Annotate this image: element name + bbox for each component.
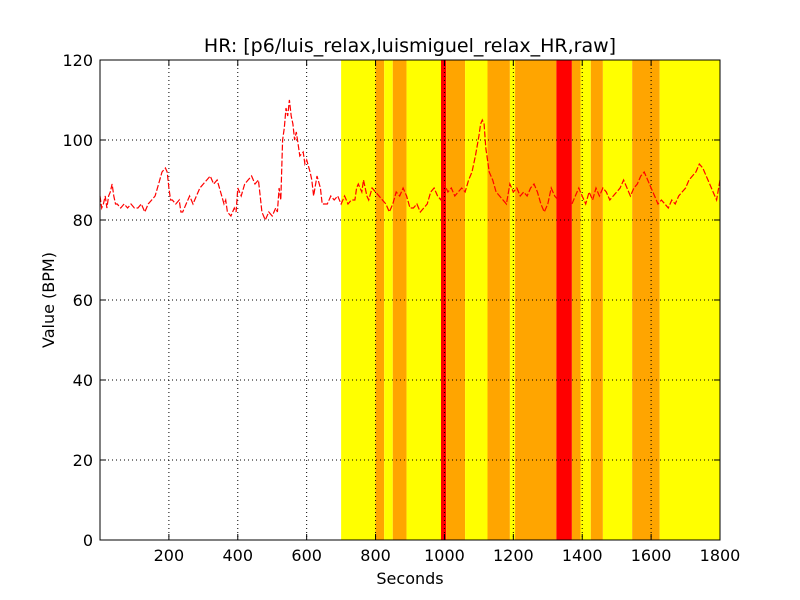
state-band-3 bbox=[392, 60, 407, 540]
axis-ticks: 200 400 600 800 1000 1200 1400 1600 1800 0 20 40 60 8… bbox=[62, 51, 740, 565]
state-band-5 bbox=[441, 60, 447, 540]
y-tick-label-4: 80 bbox=[73, 211, 93, 230]
x-tick-label-3: 800 bbox=[360, 546, 391, 565]
y-tick-label-1: 20 bbox=[73, 451, 93, 470]
state-band-4 bbox=[406, 60, 441, 540]
y-tick-label-3: 60 bbox=[73, 291, 93, 310]
series-line-0 bbox=[99, 99, 721, 222]
y-tick-label-0: 0 bbox=[83, 531, 93, 550]
grid bbox=[100, 60, 720, 540]
x-tick-label-5: 1200 bbox=[493, 546, 534, 565]
state-band-8 bbox=[487, 60, 510, 540]
x-axis-label: Seconds bbox=[376, 569, 443, 588]
y-tick-label-2: 40 bbox=[73, 371, 93, 390]
x-tick-label-4: 1000 bbox=[424, 546, 465, 565]
y-axis-label: Value (BPM) bbox=[39, 252, 58, 348]
state-band-6 bbox=[446, 60, 466, 540]
hr-series bbox=[99, 99, 721, 222]
y-tick-label-6: 120 bbox=[62, 51, 93, 70]
y-tick-label-5: 100 bbox=[62, 131, 93, 150]
x-tick-label-2: 600 bbox=[291, 546, 322, 565]
state-band-13 bbox=[580, 60, 591, 540]
state-band-0 bbox=[341, 60, 376, 540]
x-tick-label-1: 400 bbox=[223, 546, 254, 565]
x-tick-label-8: 1800 bbox=[700, 546, 741, 565]
state-band-10 bbox=[515, 60, 557, 540]
x-tick-label-0: 200 bbox=[154, 546, 185, 565]
chart-title: HR: [p6/luis_relax,luismiguel_relax_HR,r… bbox=[204, 35, 616, 57]
state-band-1 bbox=[375, 60, 385, 540]
x-tick-label-6: 1400 bbox=[562, 546, 603, 565]
state-bands bbox=[341, 60, 720, 540]
state-band-17 bbox=[659, 60, 720, 540]
x-tick-label-7: 1600 bbox=[631, 546, 672, 565]
state-band-15 bbox=[602, 60, 633, 540]
